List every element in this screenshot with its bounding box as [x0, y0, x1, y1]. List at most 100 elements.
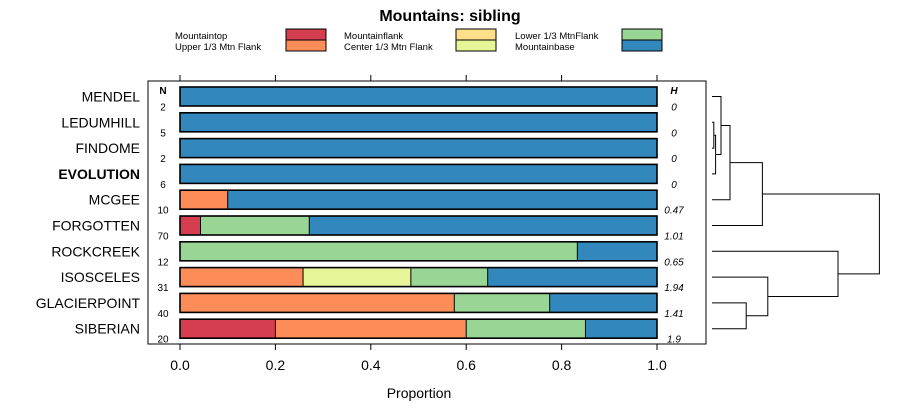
row-label: SIBERIAN [75, 321, 140, 337]
row-label: GLACIERPOINT [36, 295, 141, 311]
dendrogram [712, 96, 880, 330]
plot-panel [147, 80, 707, 345]
h-header: H [670, 86, 678, 97]
h-value: 1.94 [664, 283, 684, 294]
h-value: 0 [671, 103, 677, 114]
n-value: 70 [157, 232, 169, 243]
row-mcgee: MCGEE 10 0.47 [89, 189, 684, 217]
legend-label-mountainflank: Mountainflank [344, 31, 403, 42]
row-label: ISOSCELES [61, 269, 140, 285]
row-ledumhill: LEDUMHILL 5 0 [61, 112, 677, 139]
n-value: 31 [157, 283, 169, 294]
bar-outline [179, 266, 658, 288]
legend-label-center-1-3-mtn-flank: Center 1/3 Mtn Flank [344, 42, 433, 53]
row-mendel: MENDEL 2 0 [82, 86, 677, 114]
n-value: 20 [157, 335, 169, 346]
bar-segment-mountainbase [585, 319, 657, 339]
n-value: 2 [160, 103, 166, 114]
h-value: 0.47 [664, 206, 684, 217]
n-header: N [159, 86, 166, 97]
bar-segment-lower-1-3-mtnflank [410, 267, 488, 287]
bar-segment-mountainbase [549, 293, 657, 313]
bar-segment-mountainbase [227, 190, 657, 210]
row-label: FINDOME [75, 140, 140, 156]
bar-segment-lower-1-3-mtnflank [180, 241, 578, 261]
bar-segment-mountaintop [180, 216, 201, 235]
n-value: 12 [157, 257, 169, 268]
x-tick-label: 0.6 [456, 357, 476, 373]
bar-outline [179, 163, 658, 185]
h-value: 0 [671, 154, 677, 165]
legend-swatch-mountainbase [621, 39, 663, 52]
x-axis: 0.0 0.2 0.4 0.6 0.8 1.0 [170, 75, 667, 373]
legend-label-mountaintop: Mountaintop [175, 31, 227, 42]
bar-segment-mountaintop [180, 319, 276, 339]
bar-outline [179, 189, 658, 210]
h-value: 1.01 [664, 232, 683, 243]
row-forgotten: FORGOTTEN 70 1.01 [52, 215, 684, 243]
bar-segment-mountainbase [180, 164, 657, 184]
legend-label-lower-1-3-mtnflank: Lower 1/3 MtnFlank [515, 31, 599, 42]
row-label: MCGEE [89, 192, 140, 208]
bar-outline [179, 137, 658, 159]
dendrogram-branch [712, 250, 839, 297]
n-value: 5 [160, 128, 166, 139]
x-tick-label: 0.0 [170, 357, 190, 373]
row-label: LEDUMHILL [61, 114, 140, 130]
legend-swatch-center-1-3-mtn-flank [455, 39, 497, 52]
row-rockcreek: ROCKCREEK 12 0.65 [51, 241, 684, 268]
bar-segment-upper-1-3-mtn-flank [275, 319, 467, 339]
x-tick-label: 0.8 [552, 357, 572, 373]
row-isosceles: ISOSCELES 31 1.94 [61, 266, 684, 294]
bar-segment-mountainbase [180, 138, 657, 158]
bar-segment-mountainbase [180, 87, 657, 106]
legend-label-upper-1-3-mtn-flank: Upper 1/3 Mtn Flank [175, 42, 261, 53]
legend-label-mountainbase: Mountainbase [515, 42, 575, 53]
bar-outline [179, 112, 658, 133]
bar-segment-upper-1-3-mtn-flank [180, 293, 455, 313]
dendrogram-branch [762, 193, 880, 275]
bar-outline [179, 215, 658, 236]
bar-segment-mountainbase [487, 267, 657, 287]
bar-outline [179, 241, 658, 262]
dendrogram-branch [712, 121, 715, 149]
bar-outline [179, 318, 658, 340]
n-value: 40 [157, 309, 169, 320]
bar-segment-upper-1-3-mtn-flank [180, 190, 228, 210]
x-tick-label: 0.4 [361, 357, 381, 373]
bar-segment-mountainbase [577, 241, 657, 261]
bar-outline [179, 292, 658, 314]
n-value: 10 [157, 206, 169, 217]
n-value: 6 [160, 180, 166, 191]
x-axis-label: Proportion [387, 385, 452, 401]
bar-segment-upper-1-3-mtn-flank [180, 267, 304, 287]
legend-swatch-upper-1-3-mtn-flank [285, 39, 327, 52]
h-value: 0 [671, 128, 677, 139]
x-tick-label: 0.2 [266, 357, 286, 373]
row-label: ROCKCREEK [51, 243, 140, 259]
dendrogram-branch [712, 302, 747, 330]
h-value: 0.65 [664, 257, 684, 268]
row-glacierpoint: GLACIERPOINT 40 1.41 [36, 292, 684, 320]
dendrogram-branch [712, 276, 769, 317]
bar-segment-mountainbase [180, 112, 657, 132]
h-value: 0 [671, 180, 677, 191]
legend-swatch-lower-1-3-mtnflank [621, 28, 663, 41]
legend-swatch-mountainflank [455, 28, 497, 41]
bar-segment-center-1-3-mtn-flank [303, 267, 411, 287]
row-findome: FINDOME 2 0 [75, 137, 677, 165]
bar-segment-lower-1-3-mtnflank [454, 293, 550, 313]
h-value: 1.41 [664, 309, 683, 320]
bar-segment-lower-1-3-mtnflank [466, 319, 586, 339]
x-tick-label: 1.0 [647, 357, 667, 373]
row-label: MENDEL [82, 89, 141, 105]
legend-swatch-mountaintop [285, 28, 327, 41]
chart-title: Mountains: sibling [379, 8, 520, 25]
bar-segment-lower-1-3-mtnflank [200, 216, 310, 235]
bar-outline [179, 86, 658, 107]
row-label: EVOLUTION [58, 166, 140, 182]
n-value: 2 [160, 154, 166, 165]
